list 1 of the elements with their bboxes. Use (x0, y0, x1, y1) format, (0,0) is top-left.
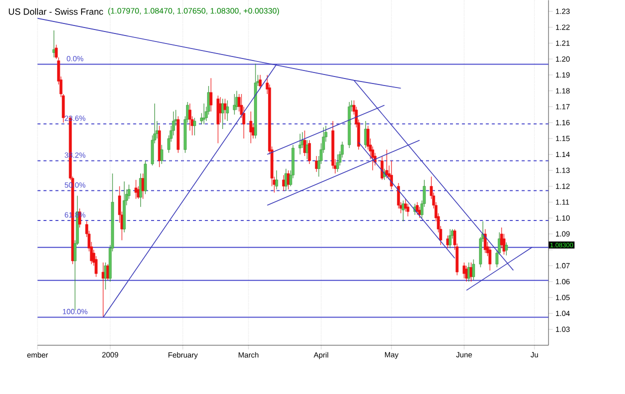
text: US Dollar - Swiss Franc (8, 8, 104, 15)
